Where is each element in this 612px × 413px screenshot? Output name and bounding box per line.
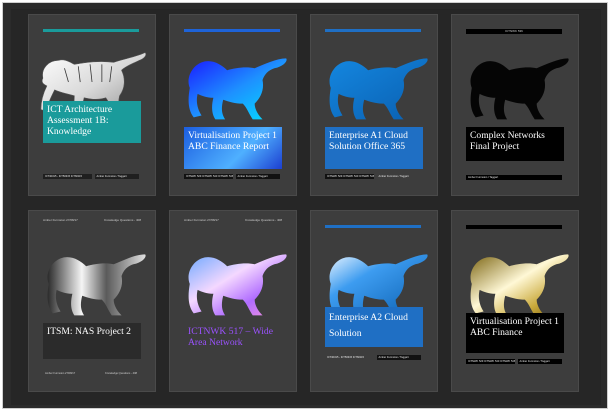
cover-gallery: ICT Architecture Assessment 1B: Knowledg… [11,9,601,405]
cover-top-bar [325,225,421,228]
tiger-icon-blue [329,58,428,120]
footer-course-codes: ICT40315 - ICT50315 ICT60115 [327,356,365,359]
cover-top-bar [466,225,562,229]
footer-author-date: Amber Furmston 27/08/17 [45,372,76,375]
tiger-icon-iridescent [188,254,287,316]
cover-header: Amber Furmston 27/08/17 Knowledge Questi… [43,218,141,224]
cover-footer: ICT40315 - ICT50315 ICT60115 Amber Furms… [43,174,139,179]
footer-author: Amber Furmston / Taggart [94,174,139,179]
cover-card-ictnwk-517[interactable]: Amber Furmston 27/08/17 Knowledge Questi… [170,211,296,391]
cover-card-ict-architecture[interactable]: ICT Architecture Assessment 1B: Knowledg… [29,15,155,195]
footer-course-codes: ICT40315 - ICT50315 ICT60115 [43,174,92,179]
tiger-icon-blue [329,254,428,316]
footer-subject: Knowledge Questions - 408 [105,372,137,375]
cover-top-bar [325,29,421,32]
footer-author: Amber Furmston / Taggart [466,175,562,180]
cover-card-virtualisation-abc[interactable]: Virtualisation Project 1 ABC Finance ICT… [452,211,578,391]
cover-title: ICT Architecture Assessment 1B: Knowledg… [43,101,141,143]
footer-author: Amber Furmston / Taggart [517,359,562,364]
tiger-icon-silver [47,254,146,316]
cover-footer: Amber Furmston / Taggart [466,175,562,180]
cover-card-virtualisation-report[interactable]: Virtualisation Project 1 ABC Finance Rep… [170,15,296,195]
cover-card-itsm-nas[interactable]: Amber Furmston 27/08/17 Knowledge Questi… [29,211,155,391]
footer-author: Amber Furmston / Taggart [376,355,421,360]
cover-title: ITSM: NAS Project 2 [43,323,141,359]
tiger-icon-gold [470,254,569,316]
footer-author: Amber Furmston / Taggart [378,175,409,178]
cover-title: Enterprise A2 Cloud Solution [325,307,423,347]
cover-card-enterprise-a1[interactable]: Enterprise A1 Cloud Solution Office 365 … [311,15,437,195]
cover-footer: ICTNWK 529 ICTNWK 540 ICTNWK 546 Amber F… [184,174,280,179]
footer-course-codes: ICTNWK 529 ICTNWK 540 ICTNWK 546 [466,359,515,364]
header-subject: Knowledge Questions - 408 [104,218,141,222]
cover-footer: ICT40315 - ICT50315 ICT60115 Amber Furms… [325,355,421,360]
tiger-icon-black [470,58,569,120]
cover-top-bar [43,29,139,32]
cover-title: Virtualisation Project 1 ABC Finance [466,313,564,353]
cover-footer: ICTNWK 529 ICTNWK 540 ICTNWK 546 Amber F… [466,359,562,364]
gallery-frame: ICT Architecture Assessment 1B: Knowledg… [2,2,608,409]
footer-course-codes: ICTNWK 529 ICTNWK 540 ICTNWK 546 [184,174,233,179]
cover-title: Virtualisation Project 1 ABC Finance Rep… [184,127,282,169]
cover-top-bar: ICTNWK 536 [466,29,562,34]
cover-title: ICTNWK 517 – Wide Area Network [188,326,273,348]
cover-card-enterprise-a2[interactable]: Enterprise A2 Cloud Solution ICT40315 - … [311,211,437,391]
cover-title: Complex Networks Final Project [466,127,564,161]
cover-footer: ICTNWK 529 ICTNWK 540 ICTNWK 546 Amber F… [325,174,421,179]
tiger-icon-blue [188,58,287,120]
header-author-date: Amber Furmston 27/08/17 [184,218,219,222]
header-subject: Knowledge Questions - 408 [245,218,282,222]
cover-card-complex-networks[interactable]: ICTNWK 536 Complex Networks Final Projec… [452,15,578,195]
cover-header: Amber Furmston 27/08/17 Knowledge Questi… [184,218,282,224]
cover-top-bar [184,29,280,32]
footer-author: Amber Furmston / Taggart [235,174,280,179]
footer-course-codes: ICTNWK 529 ICTNWK 540 ICTNWK 546 [325,174,374,179]
header-author-date: Amber Furmston 27/08/17 [43,218,78,222]
cover-footer: Amber Furmston 27/08/17 Knowledge Questi… [43,371,139,376]
cover-title: Enterprise A1 Cloud Solution Office 365 [325,127,423,169]
